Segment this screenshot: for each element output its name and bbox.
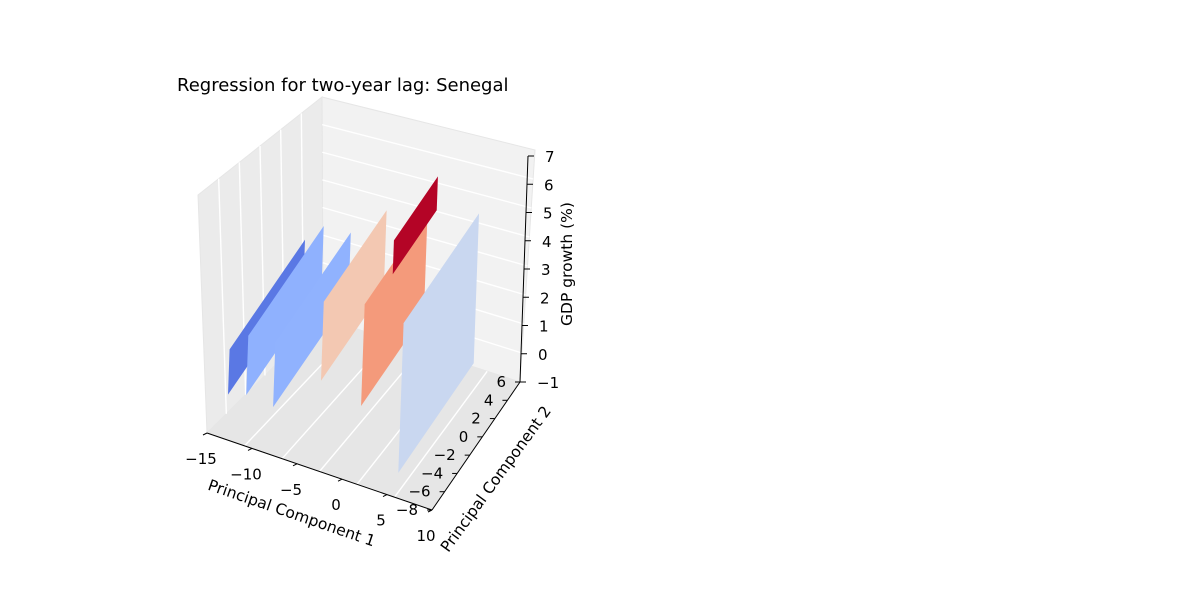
side-grid-line (217, 178, 228, 414)
z-axis-label: GDP growth (%) (558, 202, 576, 326)
surface-patches (227, 176, 480, 473)
z-tick-label: 1 (539, 318, 549, 336)
y-tick-label: 6 (496, 373, 506, 391)
back-grid-line (322, 151, 532, 209)
z-tick-label: 7 (545, 148, 555, 166)
y-tick-label: 4 (484, 391, 494, 409)
x-tick (337, 478, 343, 482)
y-axis-line (431, 381, 521, 511)
chart-title: Regression for two-year lag: Senegal (177, 75, 509, 96)
x-tick-label: 10 (416, 527, 435, 545)
z-tick-label: 3 (541, 261, 551, 279)
floor-grid-line (393, 370, 488, 498)
z-tick-label: 4 (542, 233, 552, 251)
x-tick (292, 463, 298, 467)
back-grid-line (321, 123, 534, 180)
surface-patch (398, 213, 480, 473)
x-tick (202, 432, 208, 436)
surface-patch (273, 232, 351, 408)
z-tick-label: 5 (543, 205, 553, 223)
y-tick-label: 2 (471, 410, 481, 428)
z-tick-label: −1 (537, 374, 559, 392)
x-tick-label: 5 (376, 512, 386, 530)
y-tick-label: −6 (408, 483, 430, 501)
y-tick-label: −2 (434, 446, 456, 464)
x-axis-line (206, 432, 433, 511)
x-tick (382, 494, 388, 498)
y-tick-label: 0 (459, 428, 469, 446)
surface-patch (246, 226, 324, 396)
y-tick-label: −4 (421, 464, 443, 482)
y-tick-label: −8 (396, 501, 418, 519)
x-tick-label: 0 (331, 496, 341, 514)
z-tick-label: 6 (544, 176, 554, 194)
surface-patch (361, 212, 428, 406)
x-tick-label: −10 (230, 465, 262, 483)
surface-patch (320, 210, 387, 381)
x-tick (247, 447, 253, 451)
z-tick-label: 0 (538, 346, 548, 364)
z-tick-label: 2 (540, 289, 550, 307)
x-tick-label: −15 (185, 450, 217, 468)
surface-patch (392, 176, 438, 275)
x-tick-label: −5 (280, 481, 302, 499)
